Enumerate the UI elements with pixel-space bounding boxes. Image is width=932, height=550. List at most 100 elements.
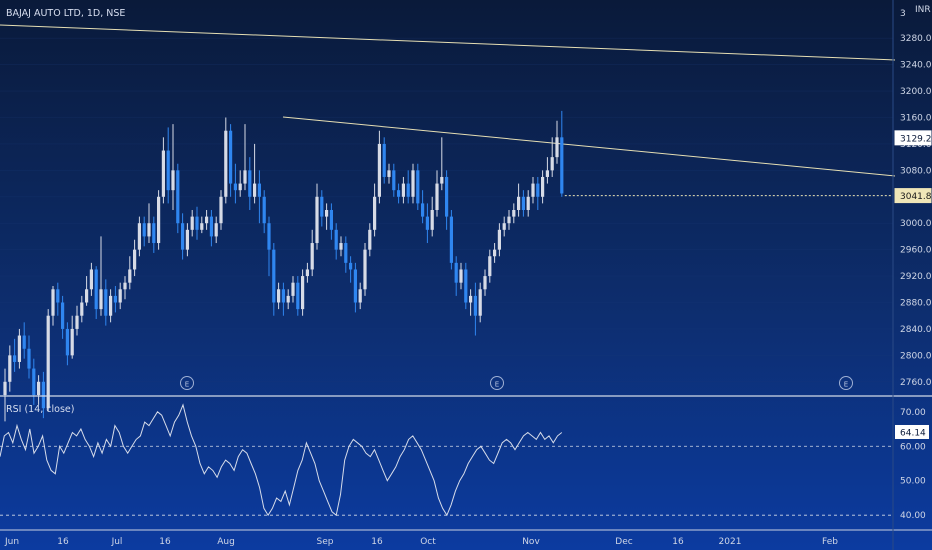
candle-body xyxy=(435,183,439,210)
candle-body xyxy=(243,170,247,184)
candle-body xyxy=(387,170,391,177)
candle-body xyxy=(37,381,41,395)
candle-body xyxy=(449,216,453,263)
candle-body xyxy=(329,210,333,230)
candle-body xyxy=(483,276,487,290)
candle-body xyxy=(305,269,309,277)
candle-body xyxy=(536,183,540,197)
rsi-value-badge xyxy=(895,424,929,439)
candle-body xyxy=(137,223,141,250)
price-tick-label: 3160.00 xyxy=(900,114,932,124)
currency-label: INR xyxy=(915,5,931,15)
candle-body xyxy=(382,143,386,177)
reference-price-label: 3041.80 xyxy=(900,192,932,202)
candle-body xyxy=(133,249,137,270)
candle-body xyxy=(397,190,401,197)
price-tick-label: 2800.00 xyxy=(900,351,932,361)
candle-body xyxy=(113,295,117,303)
candle-body xyxy=(310,243,314,270)
candle-body xyxy=(272,249,276,303)
candle-body xyxy=(363,249,367,290)
candle-body xyxy=(22,335,26,349)
candle-body xyxy=(531,183,535,197)
candle-body xyxy=(253,183,257,197)
candle-body xyxy=(157,196,161,244)
candle-body xyxy=(161,150,165,197)
candle-body xyxy=(286,295,290,303)
candle-body xyxy=(70,328,74,356)
price-tick-label: 2840.00 xyxy=(900,325,932,335)
candle-body xyxy=(205,216,209,224)
candle-body xyxy=(56,289,60,303)
rsi-tick-label: 70.00 xyxy=(900,408,926,418)
candle-body xyxy=(13,355,17,362)
price-tick-label: 3280.00 xyxy=(900,34,932,44)
candle-body xyxy=(488,256,492,277)
candle-body xyxy=(507,216,511,224)
candle-body xyxy=(200,223,204,230)
price-tick-label: 3240.00 xyxy=(900,61,932,71)
long-trendline[interactable] xyxy=(0,24,896,61)
candle-body xyxy=(281,289,285,303)
candle-body xyxy=(8,355,12,382)
candle-body xyxy=(176,170,180,224)
price-tick-label: 2920.00 xyxy=(900,272,932,282)
candle-body xyxy=(214,223,218,237)
candle-body xyxy=(185,229,189,250)
earnings-marker-label: E xyxy=(844,381,848,389)
candle-body xyxy=(478,289,482,316)
candle-body xyxy=(80,302,84,316)
candle-body xyxy=(377,143,381,197)
candle-body xyxy=(123,282,127,290)
candle-body xyxy=(445,176,449,217)
candle-body xyxy=(41,381,45,409)
earnings-icon xyxy=(490,376,504,390)
candle-body xyxy=(473,295,477,316)
candle-body xyxy=(75,315,79,329)
candle-body xyxy=(430,210,434,230)
candle-body xyxy=(195,216,199,230)
candle-body xyxy=(109,295,113,316)
candle-body xyxy=(219,196,223,224)
time-tick-label: 16 xyxy=(371,537,383,547)
candle-body xyxy=(454,262,458,283)
candle-body xyxy=(262,196,266,224)
candle-body xyxy=(166,150,170,191)
candle-body xyxy=(171,170,175,191)
rsi-title: RSI (14, close) xyxy=(6,404,74,415)
candle-body xyxy=(233,183,237,191)
candle-body xyxy=(94,269,98,310)
candle-body xyxy=(320,196,324,217)
candle-body xyxy=(190,216,194,230)
time-tick-label: 16 xyxy=(159,537,171,547)
candle-body xyxy=(526,196,530,210)
candle-body xyxy=(344,243,348,263)
time-tick-label: 2021 xyxy=(719,537,742,547)
rsi-line xyxy=(0,403,563,517)
candle-body xyxy=(358,289,362,303)
candle-body xyxy=(61,302,65,329)
price-tick-label: 3080.00 xyxy=(900,166,932,176)
candle-body xyxy=(334,229,338,250)
current-price-badge xyxy=(894,130,932,146)
candle-body xyxy=(229,130,233,184)
candle-body xyxy=(315,196,319,244)
candle-body xyxy=(89,269,93,290)
candle-body xyxy=(459,269,463,283)
candle-body xyxy=(521,196,525,210)
rsi-tick-label: 50.00 xyxy=(900,477,926,487)
candle-body xyxy=(152,223,156,244)
candle-body xyxy=(301,276,305,310)
candle-body xyxy=(147,223,151,237)
candle-body xyxy=(27,348,31,369)
short-trendline[interactable] xyxy=(282,116,896,177)
earnings-marker-label: E xyxy=(495,381,499,389)
candle-body xyxy=(517,196,521,210)
symbol-title: BAJAJ AUTO LTD, 1D, NSE xyxy=(6,8,125,19)
candle-body xyxy=(392,170,396,191)
candle-body xyxy=(142,223,146,237)
candle-body xyxy=(464,269,468,303)
candle-body xyxy=(104,289,108,316)
candle-body xyxy=(209,216,213,237)
